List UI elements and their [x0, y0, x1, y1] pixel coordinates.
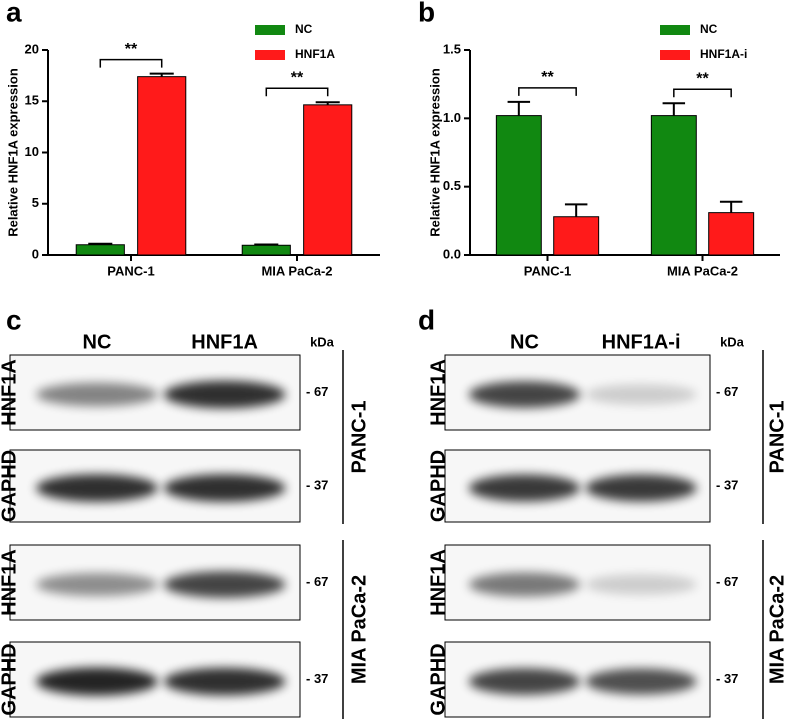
bar [303, 104, 353, 256]
significance-label: ** [696, 71, 709, 88]
marker-label: - 37 [716, 477, 738, 492]
blot-band [585, 474, 697, 502]
error-bar [315, 101, 340, 105]
significance-bracket [99, 58, 163, 68]
blot-band [163, 380, 286, 409]
column-label: HNF1A [191, 331, 258, 353]
y-tick-label: 0 [32, 246, 39, 261]
y-tick-label: 15 [25, 93, 39, 108]
y-tick-label: 10 [25, 144, 39, 159]
marker-label: - 37 [716, 671, 738, 686]
column-label: NC [83, 331, 112, 353]
marker-label: - 67 [716, 384, 738, 399]
y-tick-label: 0.5 [443, 178, 461, 193]
y-tick-label: 0.0 [443, 246, 461, 261]
blot-band [36, 667, 158, 696]
blot-band [36, 382, 158, 407]
marker-label: - 67 [716, 574, 738, 589]
blot-band [585, 668, 697, 695]
significance-bracket [265, 87, 329, 97]
panel-label: c [6, 304, 22, 335]
row-label: HNF1A [427, 359, 449, 426]
legend-swatch [255, 25, 285, 35]
legend-swatch [660, 50, 690, 60]
y-tick-label: 5 [32, 195, 39, 210]
significance-label: ** [125, 41, 138, 58]
y-axis-label: Relative HNF1A expression [5, 68, 20, 237]
group-label: MIA PaCa-2 [766, 575, 788, 684]
group-label: MIA PaCa-2 [348, 575, 370, 684]
error-bar [149, 72, 174, 77]
bar [495, 115, 542, 256]
row-label: HNF1A [0, 549, 20, 616]
blot-band [468, 381, 581, 408]
unit-label: kDa [310, 334, 335, 349]
column-label: HNF1A-i [602, 331, 681, 353]
row-label: GAPHD [0, 643, 20, 715]
y-tick-label: 1.5 [443, 41, 461, 56]
legend-swatch [660, 25, 690, 35]
blot-band [36, 474, 158, 502]
row-label: HNF1A [0, 359, 20, 426]
blot-band [163, 474, 286, 502]
error-bar [507, 100, 531, 116]
group-label: PANC-1 [348, 401, 370, 474]
marker-label: - 37 [306, 477, 328, 492]
panel-label: a [6, 0, 22, 27]
unit-label: kDa [720, 334, 745, 349]
marker-label: - 37 [306, 671, 328, 686]
legend-label: NC [700, 22, 718, 36]
marker-label: - 67 [306, 574, 328, 589]
significance-label: ** [541, 69, 554, 86]
bar [708, 212, 755, 256]
significance-label: ** [291, 69, 304, 86]
blot-band [163, 667, 286, 696]
bar [650, 115, 697, 256]
legend-label: HNF1A [295, 47, 335, 61]
blot-band [163, 571, 286, 598]
blot-band [468, 572, 581, 597]
y-tick-label: 20 [25, 41, 39, 56]
row-label: GAPHD [0, 450, 20, 522]
bar [553, 216, 600, 256]
error-bar [88, 242, 113, 245]
x-tick-label: MIA PaCa-2 [667, 263, 738, 278]
x-tick-label: MIA PaCa-2 [261, 263, 332, 278]
legend-label: NC [295, 22, 313, 36]
error-bar [719, 200, 743, 213]
legend-swatch [255, 50, 285, 60]
group-label: PANC-1 [766, 401, 788, 474]
y-tick-label: 1.0 [443, 110, 461, 125]
blot-band [585, 574, 697, 595]
significance-bracket [518, 87, 577, 96]
legend-label: HNF1A-i [700, 47, 747, 61]
y-axis-label: Relative HNF1A expression [427, 68, 442, 237]
blot-band [468, 474, 581, 502]
blot-band [468, 668, 581, 695]
panel-label: b [418, 0, 435, 27]
error-bar [254, 243, 279, 246]
row-label: GAPHD [427, 643, 449, 715]
blot-band [585, 384, 697, 405]
row-label: GAPHD [427, 450, 449, 522]
panel-label: d [418, 304, 435, 335]
significance-bracket [673, 88, 732, 98]
column-label: NC [510, 331, 539, 353]
bar [241, 244, 291, 256]
blot-band [36, 573, 158, 596]
error-bar [564, 203, 588, 217]
bar [75, 244, 125, 256]
x-tick-label: PANC-1 [524, 263, 571, 278]
bar [137, 76, 187, 256]
error-bar [662, 102, 686, 116]
row-label: HNF1A [427, 549, 449, 616]
x-tick-label: PANC-1 [107, 263, 154, 278]
marker-label: - 67 [306, 384, 328, 399]
